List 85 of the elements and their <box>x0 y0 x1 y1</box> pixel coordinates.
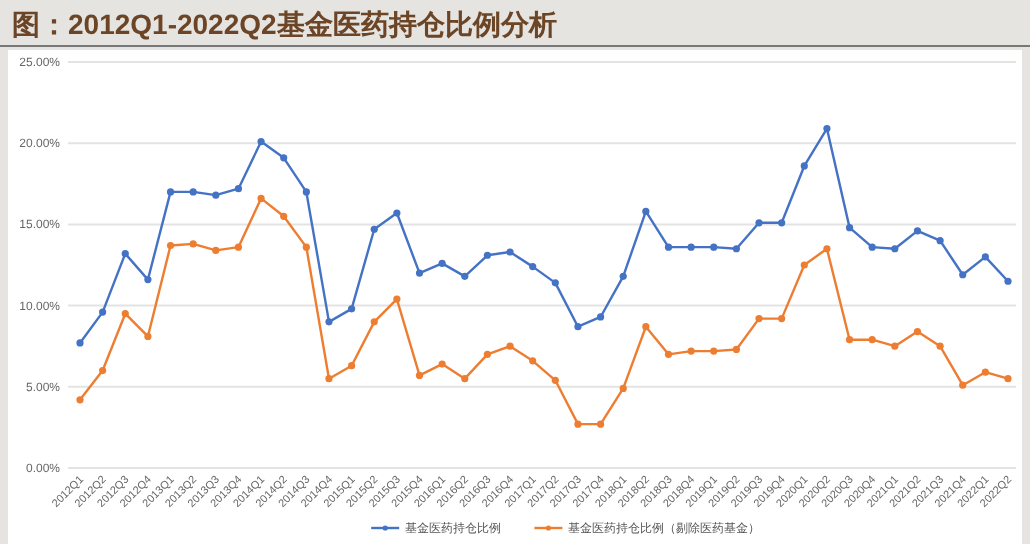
point <box>415 269 424 277</box>
point <box>574 420 582 428</box>
point <box>166 241 175 250</box>
point <box>438 360 446 368</box>
point <box>348 305 356 313</box>
point <box>415 371 424 380</box>
point <box>438 259 446 267</box>
point <box>483 251 492 259</box>
point <box>596 420 605 428</box>
point <box>393 295 401 303</box>
point <box>370 318 378 326</box>
point <box>302 188 310 196</box>
point <box>212 191 220 199</box>
point <box>166 188 175 196</box>
point <box>981 368 989 376</box>
point <box>619 384 627 393</box>
point <box>845 224 854 232</box>
point <box>936 237 944 245</box>
point <box>913 227 922 235</box>
point <box>778 219 786 227</box>
point <box>755 314 763 323</box>
point <box>596 313 605 321</box>
point <box>891 245 899 253</box>
point <box>687 243 695 251</box>
chart-title: 图：2012Q1-2022Q2基金医药持仓比例分析 <box>12 8 557 40</box>
point <box>257 137 265 146</box>
point <box>755 219 763 227</box>
point <box>325 375 333 383</box>
point <box>642 207 650 216</box>
point <box>619 272 627 280</box>
point <box>664 350 673 358</box>
point <box>302 243 310 251</box>
point <box>959 271 967 279</box>
point <box>800 261 808 269</box>
point <box>981 253 989 261</box>
point <box>687 347 695 355</box>
point <box>778 314 786 323</box>
point <box>506 248 514 256</box>
point <box>144 276 152 284</box>
point <box>732 245 740 253</box>
point <box>664 243 673 251</box>
point <box>1004 375 1012 383</box>
point <box>234 243 243 251</box>
point <box>483 350 492 358</box>
point <box>529 263 537 271</box>
point <box>551 279 559 287</box>
point <box>144 332 152 341</box>
point <box>99 366 107 375</box>
point <box>348 362 356 370</box>
point <box>845 336 854 344</box>
point <box>325 318 333 326</box>
point <box>936 342 944 350</box>
point <box>823 245 831 253</box>
point <box>76 339 84 347</box>
point <box>823 124 831 133</box>
point <box>257 194 265 203</box>
point <box>76 396 84 404</box>
point <box>280 212 288 220</box>
point <box>99 308 107 316</box>
point <box>370 225 378 233</box>
point <box>891 342 899 350</box>
point <box>868 336 876 344</box>
point <box>868 243 876 251</box>
point <box>529 357 537 365</box>
point <box>212 246 220 254</box>
point <box>280 154 288 162</box>
point <box>506 342 514 350</box>
point <box>551 376 559 384</box>
point <box>461 272 469 280</box>
point <box>710 347 718 355</box>
point <box>393 209 401 217</box>
point <box>732 345 740 354</box>
point <box>574 323 582 331</box>
point <box>1004 277 1012 285</box>
point <box>710 243 718 251</box>
point <box>913 327 922 336</box>
point <box>121 250 129 258</box>
point <box>642 323 650 331</box>
point <box>121 310 129 318</box>
point <box>234 185 243 193</box>
point <box>189 240 197 248</box>
point <box>800 162 808 170</box>
point <box>189 188 197 196</box>
point <box>461 375 469 383</box>
point <box>959 381 967 389</box>
